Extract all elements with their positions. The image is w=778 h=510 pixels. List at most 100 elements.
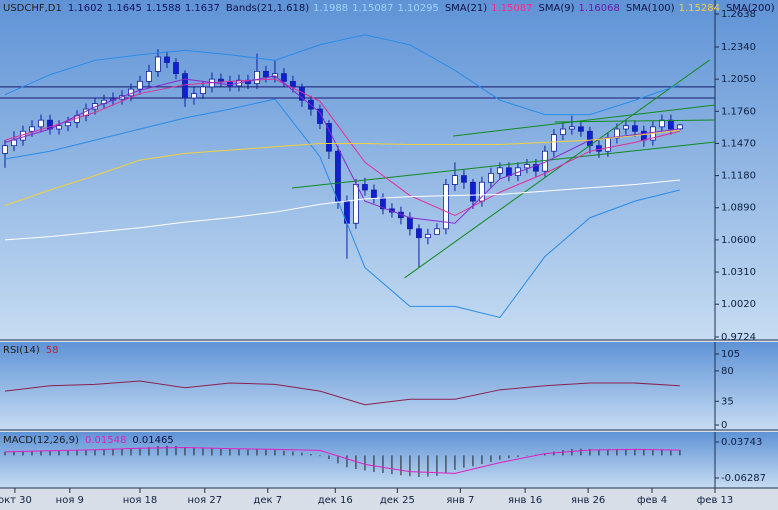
candle-body: [605, 137, 611, 152]
candle-body: [137, 80, 143, 90]
x-tick-label: дек 7: [253, 495, 282, 506]
legend-value: 1.15087: [491, 3, 532, 14]
trend-line: [404, 59, 710, 279]
y-tick-label: 0.9724: [721, 332, 756, 343]
candle-body: [155, 56, 161, 72]
candle-body: [587, 130, 593, 147]
candle-body: [551, 134, 557, 152]
candle-body: [11, 139, 17, 147]
candle-body: [164, 56, 170, 63]
legend-value: 1.16068: [579, 3, 620, 14]
candle-body: [596, 145, 602, 152]
panel-background: [0, 432, 778, 488]
y-tick-label: 1.0020: [721, 299, 756, 310]
y-tick-label: 1.0890: [721, 203, 756, 214]
rsi-value: 58: [46, 345, 59, 356]
candle-body: [362, 184, 368, 191]
candle-body: [38, 119, 44, 128]
ohlc-open: 1.1602: [68, 3, 103, 14]
candle-body: [524, 164, 530, 169]
candle-body: [578, 126, 584, 132]
plot-area: [4, 445, 681, 477]
candle-body: [488, 172, 494, 183]
symbol: USDCHF,D1: [3, 3, 62, 14]
candle-body: [371, 189, 377, 199]
candle-body: [290, 80, 296, 88]
candle-body: [533, 164, 539, 172]
legend-value: 1.1988: [313, 3, 348, 14]
candle-body: [2, 145, 8, 154]
trend-line: [554, 119, 715, 123]
legend-label: Bands(21,1.618): [226, 3, 309, 14]
x-tick-label: дек 25: [380, 495, 415, 506]
candle-body: [659, 119, 665, 128]
y-tick-label: 1.2340: [721, 42, 756, 53]
panel-background: [0, 0, 778, 340]
x-tick-label: ноя 18: [123, 495, 158, 506]
candle-body: [569, 126, 575, 130]
candle-body: [668, 119, 674, 130]
candle-body: [191, 93, 197, 99]
y-tick-label: 1.0310: [721, 267, 756, 278]
ohlc-close: 1.1637: [185, 3, 220, 14]
x-tick-label: фев 13: [697, 495, 734, 506]
y-tick-label: 105: [721, 349, 740, 360]
legend-label: SMA(200): [726, 3, 775, 14]
indicator-line: [4, 380, 680, 406]
candle-body: [452, 175, 458, 185]
symbol: MACD(12,26,9): [3, 435, 79, 446]
y-tick-label: 0.03743: [721, 437, 762, 448]
y-tick-label: 1.1180: [721, 171, 756, 182]
legend-value: 1.15284: [679, 3, 720, 14]
candle-body: [425, 233, 431, 239]
legend-label: SMA(21): [445, 3, 487, 14]
histogram-value: 0.01548: [85, 435, 126, 446]
candle-body: [326, 123, 332, 152]
candle-body: [173, 62, 179, 75]
x-tick-label: янв 26: [571, 495, 605, 506]
indicator-line: [4, 34, 681, 116]
y-tick-label: 0: [721, 420, 727, 431]
indicator-line: [4, 75, 680, 224]
candle-body: [470, 181, 476, 202]
y-tick-label: 1.1470: [721, 138, 756, 149]
legend-value: 1.15087: [352, 3, 393, 14]
panel-header: RSI(14) 58: [3, 345, 59, 356]
y-tick-label: 35: [721, 396, 734, 407]
x-tick-label: фев 4: [637, 495, 667, 506]
x-tick-label: янв 16: [508, 495, 542, 506]
plot-area: [4, 380, 680, 406]
candle-body: [434, 228, 440, 235]
ohlc-low: 1.1588: [146, 3, 181, 14]
candle-body: [65, 121, 71, 127]
candle-body: [407, 217, 413, 230]
candle-body: [560, 128, 566, 135]
candle-body: [29, 126, 35, 132]
candle-body: [677, 124, 683, 130]
indicator-line: [4, 129, 680, 207]
x-tick-label: дек 16: [318, 495, 353, 506]
y-tick-label: 80: [721, 366, 734, 377]
candle-body: [272, 73, 278, 78]
candle-body: [623, 125, 629, 130]
candle-body: [263, 70, 269, 78]
plot-area: [0, 34, 715, 319]
legend-label: SMA(100): [626, 3, 675, 14]
candle-body: [641, 130, 647, 141]
y-tick-label: 1.0600: [721, 235, 756, 246]
candle-body: [335, 150, 341, 202]
candle-body: [200, 86, 206, 94]
indicator-line: [4, 447, 680, 474]
candle-body: [218, 78, 224, 82]
y-tick-label: 1.2638: [721, 9, 756, 20]
candle-body: [632, 125, 638, 132]
y-tick-label: -0.06287: [721, 473, 766, 484]
candle-body: [353, 184, 359, 224]
candle-body: [443, 184, 449, 230]
candle-body: [146, 70, 152, 82]
candle-body: [281, 73, 287, 82]
ohlc-high: 1.1645: [107, 3, 142, 14]
x-tick-label: янв 7: [446, 495, 474, 506]
panel-header: MACD(12,26,9) 0.01548 0.01465: [3, 435, 174, 446]
